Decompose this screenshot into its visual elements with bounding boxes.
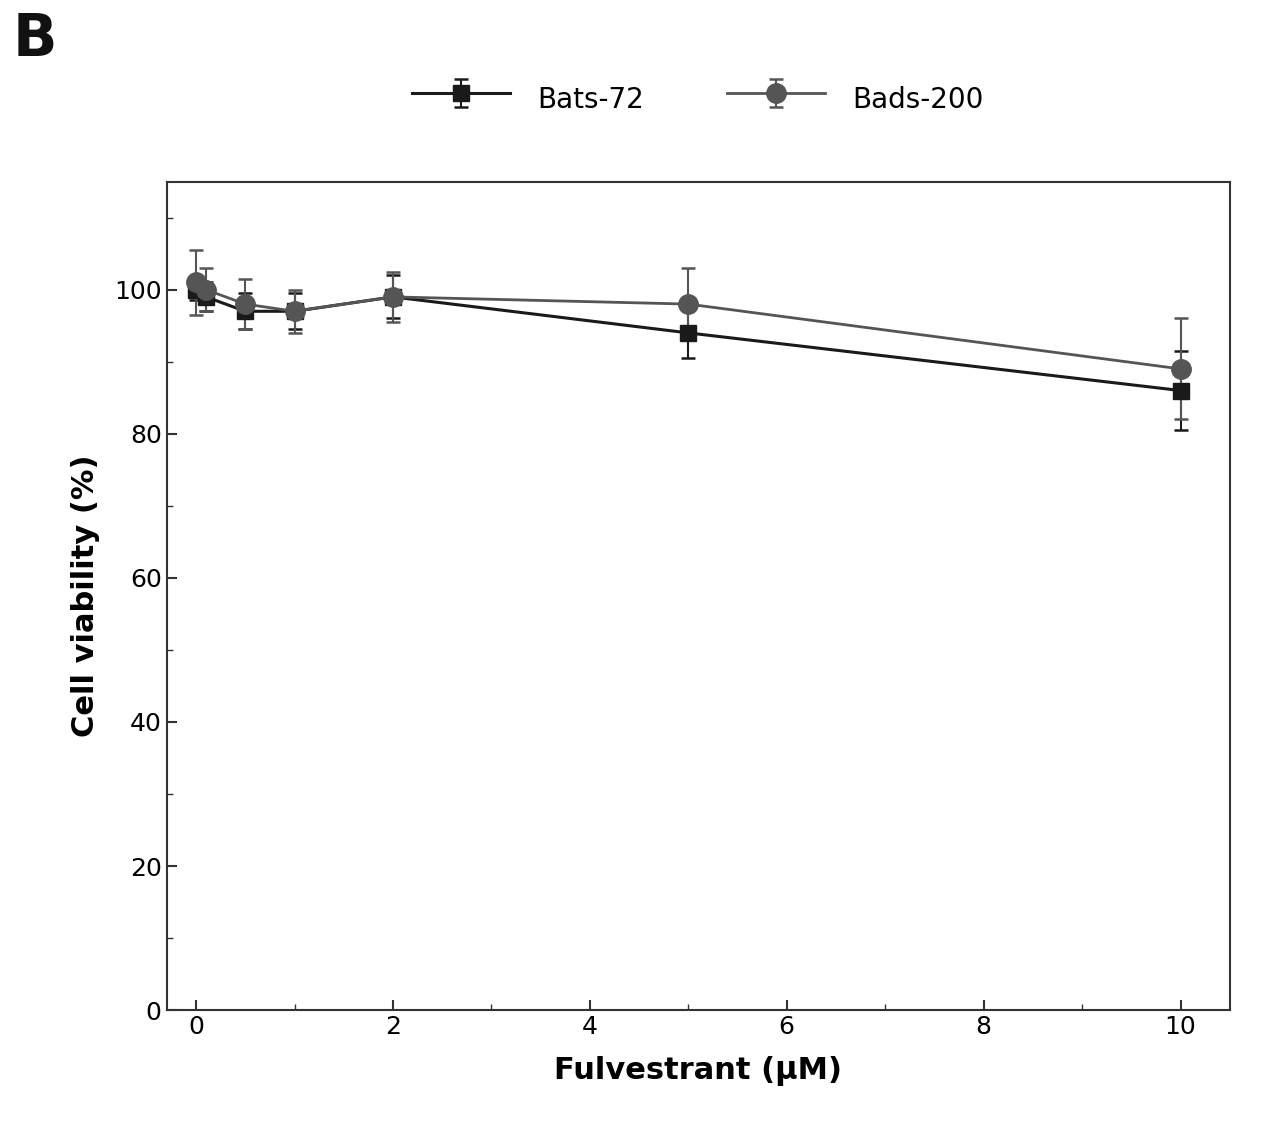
X-axis label: Fulvestrant (μM): Fulvestrant (μM) <box>555 1056 842 1086</box>
Y-axis label: Cell viability (%): Cell viability (%) <box>72 455 100 737</box>
Text: B: B <box>13 11 58 68</box>
Legend: Bats-72, Bads-200: Bats-72, Bads-200 <box>398 64 998 135</box>
